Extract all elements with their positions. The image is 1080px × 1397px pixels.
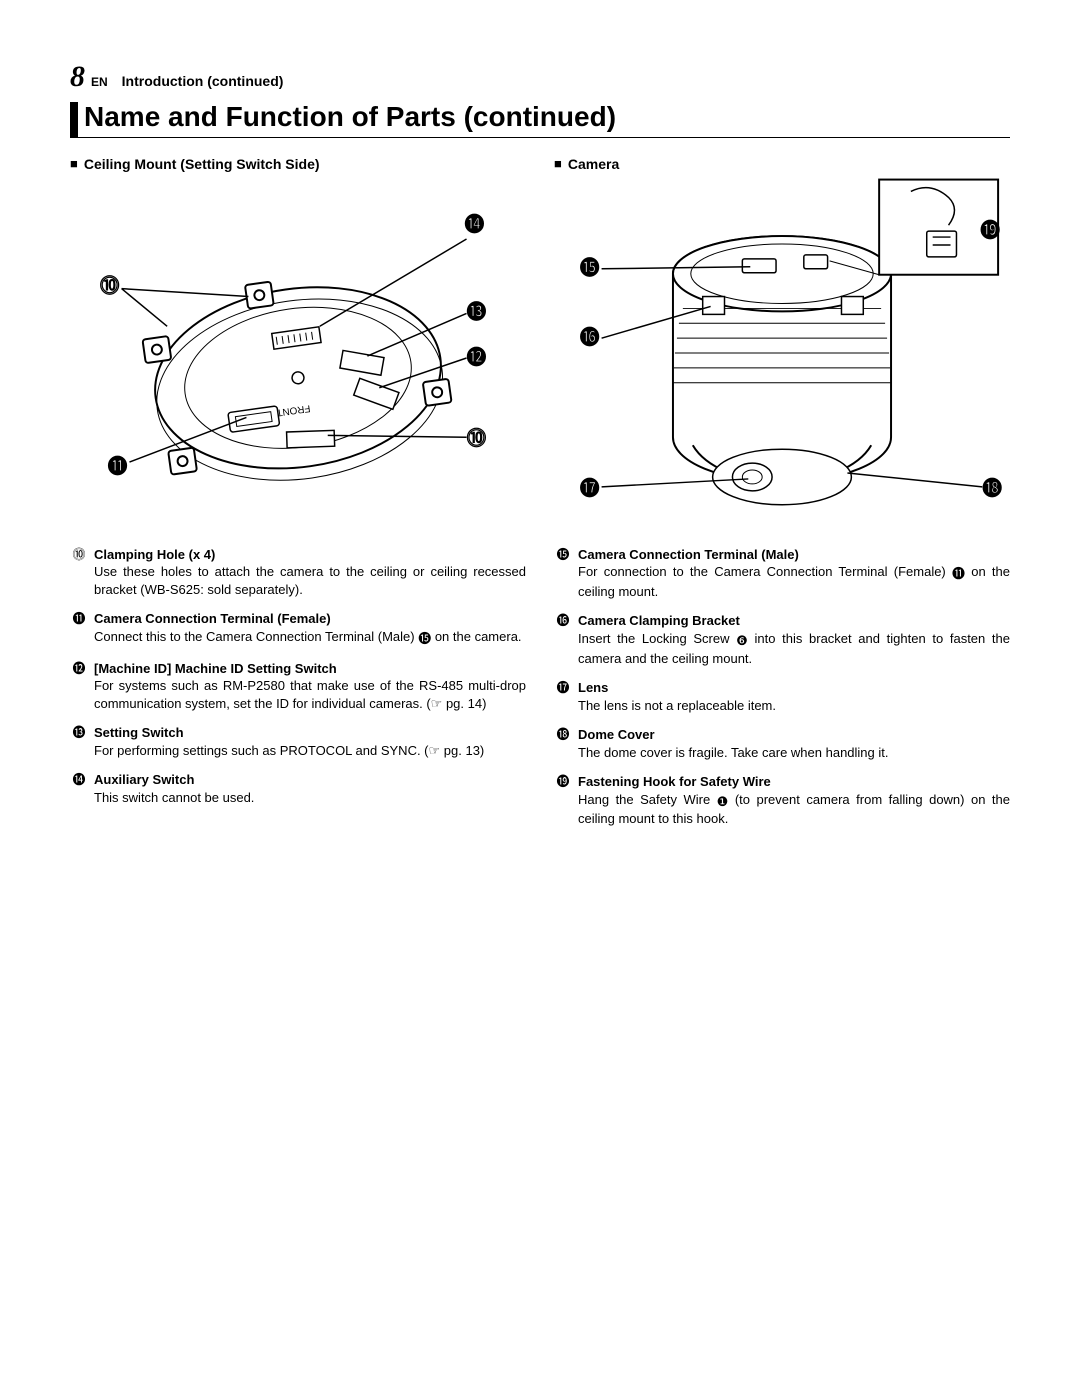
desc-num: ⓯ xyxy=(554,546,572,564)
desc-text: Use these holes to attach the camera to … xyxy=(94,564,526,597)
square-bullet-icon: ■ xyxy=(554,156,562,171)
right-subhead: ■ Camera xyxy=(554,156,1010,172)
desc-text-pre: Connect this to the Camera Connection Te… xyxy=(94,629,418,644)
desc-title: Lens xyxy=(578,680,608,695)
desc-body: Camera Connection Terminal (Female) Conn… xyxy=(94,610,526,647)
desc-item: ⓮ Auxiliary Switch This switch cannot be… xyxy=(70,771,526,806)
desc-body: Camera Clamping Bracket Insert the Locki… xyxy=(578,612,1010,667)
desc-num: ⓱ xyxy=(554,679,572,697)
right-subhead-text: Camera xyxy=(568,156,619,172)
callout-13: ⓭ xyxy=(467,300,487,323)
left-subhead: ■ Ceiling Mount (Setting Switch Side) xyxy=(70,156,526,172)
desc-text: The lens is not a replaceable item. xyxy=(578,698,776,713)
inline-ref-icon: ⓫ xyxy=(952,565,965,583)
camera-figure: ⓯ ⓳ ⓰ ⓱ ⓲ xyxy=(554,178,1010,538)
desc-num: ⓲ xyxy=(554,726,572,744)
title-mark xyxy=(70,102,78,137)
desc-body: Camera Connection Terminal (Male) For co… xyxy=(578,546,1010,601)
left-column: ■ Ceiling Mount (Setting Switch Side) FR… xyxy=(70,156,526,840)
desc-title: [Machine ID] Machine ID Setting Switch xyxy=(94,661,337,676)
desc-text: This switch cannot be used. xyxy=(94,790,254,805)
desc-item: ⓱ Lens The lens is not a replaceable ite… xyxy=(554,679,1010,714)
desc-item: ⓲ Dome Cover The dome cover is fragile. … xyxy=(554,726,1010,761)
desc-title: Camera Connection Terminal (Female) xyxy=(94,611,331,626)
desc-title: Camera Connection Terminal (Male) xyxy=(578,547,799,562)
desc-body: Setting Switch For performing settings s… xyxy=(94,724,526,759)
desc-num: ⓬ xyxy=(70,660,88,678)
desc-text-post: on the camera. xyxy=(431,629,521,644)
desc-num: ⓭ xyxy=(70,724,88,742)
running-head: 8 EN Introduction (continued) xyxy=(70,60,1010,94)
callout-16: ⓰ xyxy=(580,326,600,349)
desc-item: ⓯ Camera Connection Terminal (Male) For … xyxy=(554,546,1010,601)
desc-item: ⓭ Setting Switch For performing settings… xyxy=(70,724,526,759)
left-desc-list: ⓾ Clamping Hole (x 4) Use these holes to… xyxy=(70,546,526,807)
desc-title: Fastening Hook for Safety Wire xyxy=(578,774,771,789)
desc-text: For performing settings such as PROTOCOL… xyxy=(94,743,484,758)
inline-ref-icon: ⓯ xyxy=(418,630,431,648)
desc-text: For systems such as RM-P2580 that make u… xyxy=(94,678,526,711)
lang-label: EN xyxy=(91,75,108,89)
right-column: ■ Camera xyxy=(554,156,1010,840)
desc-num: ⓫ xyxy=(70,610,88,628)
callout-19: ⓳ xyxy=(980,219,1000,242)
desc-item: ⓳ Fastening Hook for Safety Wire Hang th… xyxy=(554,773,1010,828)
right-desc-list: ⓯ Camera Connection Terminal (Male) For … xyxy=(554,546,1010,828)
callout-12: ⓬ xyxy=(467,346,487,369)
inline-ref-icon: ❶ xyxy=(717,793,729,811)
desc-body: Clamping Hole (x 4) Use these holes to a… xyxy=(94,546,526,599)
callout-18: ⓲ xyxy=(982,477,1002,500)
desc-title: Setting Switch xyxy=(94,725,184,740)
columns: ■ Ceiling Mount (Setting Switch Side) FR… xyxy=(70,156,1010,840)
page: 8 EN Introduction (continued) Name and F… xyxy=(0,0,1080,1397)
desc-title: Auxiliary Switch xyxy=(94,772,194,787)
desc-text-pre: Hang the Safety Wire xyxy=(578,792,717,807)
desc-body: Dome Cover The dome cover is fragile. Ta… xyxy=(578,726,1010,761)
desc-item: ⓫ Camera Connection Terminal (Female) Co… xyxy=(70,610,526,647)
left-subhead-text: Ceiling Mount (Setting Switch Side) xyxy=(84,156,320,172)
desc-item: ⓰ Camera Clamping Bracket Insert the Loc… xyxy=(554,612,1010,667)
callout-14: ⓮ xyxy=(465,213,485,236)
desc-num: ⓾ xyxy=(70,546,88,564)
callout-17: ⓱ xyxy=(580,477,600,500)
desc-body: Auxiliary Switch This switch cannot be u… xyxy=(94,771,526,806)
desc-text-pre: Insert the Locking Screw xyxy=(578,631,736,646)
inline-ref-icon: ❻ xyxy=(736,632,748,650)
desc-num: ⓮ xyxy=(70,771,88,789)
section-path: Introduction (continued) xyxy=(122,73,284,89)
desc-item: ⓾ Clamping Hole (x 4) Use these holes to… xyxy=(70,546,526,599)
callout-15: ⓯ xyxy=(580,257,600,280)
page-title: Name and Function of Parts (continued) xyxy=(84,102,616,137)
desc-text: The dome cover is fragile. Take care whe… xyxy=(578,745,888,760)
square-bullet-icon: ■ xyxy=(70,156,78,171)
desc-body: Lens The lens is not a replaceable item. xyxy=(578,679,1010,714)
desc-body: Fastening Hook for Safety Wire Hang the … xyxy=(578,773,1010,828)
page-number: 8 xyxy=(70,60,85,94)
desc-item: ⓬ [Machine ID] Machine ID Setting Switch… xyxy=(70,660,526,713)
ceiling-mount-figure: FRONT xyxy=(70,178,526,538)
desc-body: [Machine ID] Machine ID Setting Switch F… xyxy=(94,660,526,713)
title-bar: Name and Function of Parts (continued) xyxy=(70,102,1010,138)
desc-title: Dome Cover xyxy=(578,727,655,742)
desc-title: Clamping Hole (x 4) xyxy=(94,547,215,562)
desc-num: ⓰ xyxy=(554,612,572,630)
callout-11: ⓫ xyxy=(108,455,128,478)
desc-num: ⓳ xyxy=(554,773,572,791)
desc-title: Camera Clamping Bracket xyxy=(578,613,740,628)
callout-10a: ⓾ xyxy=(100,274,120,297)
callout-10b: ⓾ xyxy=(467,427,487,450)
desc-text-pre: For connection to the Camera Connection … xyxy=(578,564,952,579)
